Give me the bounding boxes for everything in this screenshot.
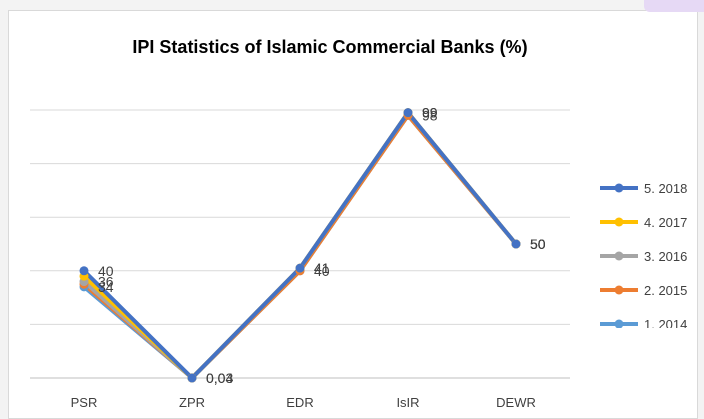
data-point [511, 239, 521, 249]
chart-frame [8, 10, 698, 419]
data-label: 0,04 [206, 370, 233, 386]
x-tick-label: IsIR [396, 395, 419, 410]
legend-swatch-marker [614, 319, 624, 328]
data-label: 99 [422, 105, 438, 121]
data-label: 99 [422, 105, 438, 121]
series-points [79, 108, 521, 383]
data-label: 34 [98, 279, 114, 295]
gridlines [30, 109, 570, 379]
data-point [79, 266, 89, 276]
x-tick-label: ZPR [179, 395, 205, 410]
data-point [403, 108, 413, 118]
corner-tab [644, 0, 704, 12]
data-label: 41 [314, 260, 330, 276]
data-label: 40 [314, 263, 330, 279]
x-tick-label: DEWR [496, 395, 536, 410]
legend-label: 1. 2014 [644, 317, 687, 332]
chart-title: IPI Statistics of Islamic Commercial Ban… [132, 37, 527, 57]
legend-swatch-marker [614, 285, 624, 295]
data-label: 0,03 [206, 370, 233, 386]
data-label: 98 [422, 107, 438, 123]
series-lines [82, 110, 518, 380]
data-label: 50 [530, 236, 546, 252]
data-label: 40 [98, 263, 114, 279]
data-point [295, 263, 305, 273]
legend-swatch-marker [614, 251, 624, 261]
x-tick-label: PSR [71, 395, 98, 410]
data-label: 50 [530, 236, 546, 252]
x-axis-ticks: PSR ZPR EDR IsIR DEWR [71, 395, 536, 410]
legend-swatch-marker [614, 183, 624, 193]
data-label: 36 [98, 274, 114, 290]
data-point [187, 373, 197, 383]
legend: 5. 2018 4. 2017 3. 2016 2. 2015 1. 2014 [600, 181, 687, 332]
x-tick-label: EDR [286, 395, 313, 410]
legend-label: 2. 2015 [644, 283, 687, 298]
legend-label: 4. 2017 [644, 215, 687, 230]
legend-swatch-marker [614, 217, 624, 227]
series-line [82, 110, 518, 380]
legend-label: 3. 2016 [644, 249, 687, 264]
data-label: 41 [314, 260, 330, 276]
data-label: 50 [530, 236, 546, 252]
legend-label: 5. 2018 [644, 181, 687, 196]
